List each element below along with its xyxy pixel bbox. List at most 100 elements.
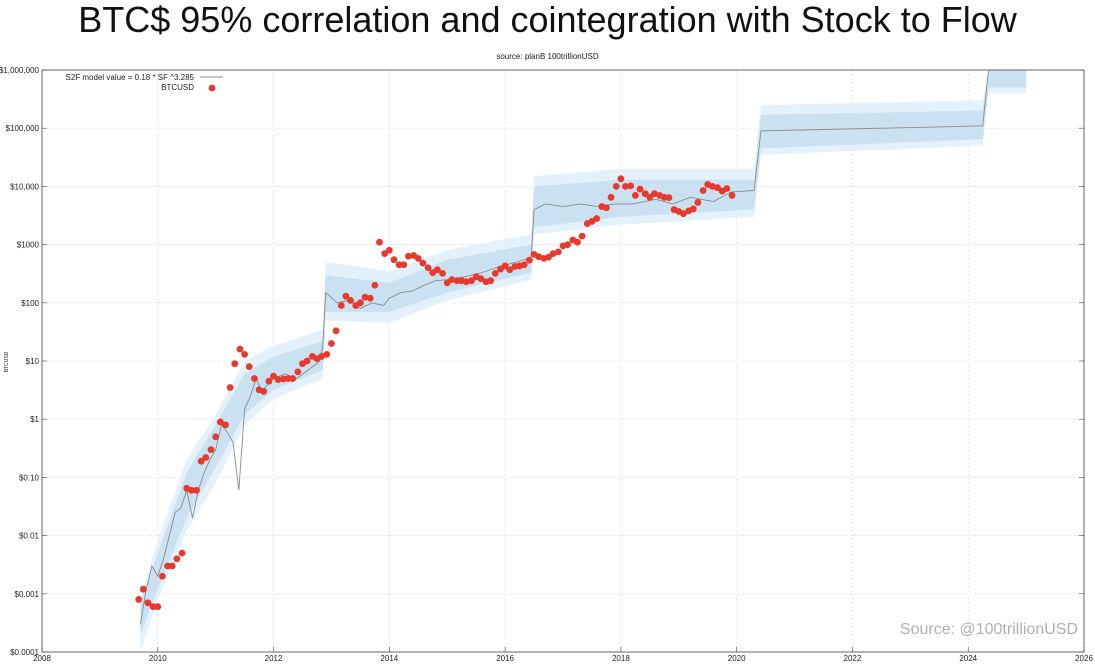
- btc-price-point: [207, 446, 215, 454]
- btc-price-point: [506, 266, 514, 274]
- s2f-band-inner: [140, 70, 1027, 635]
- btc-price-point: [212, 433, 220, 441]
- y-tick-label: $100,000: [6, 124, 40, 133]
- btc-price-point: [193, 486, 200, 494]
- btc-price-point: [612, 183, 620, 190]
- btc-price-point: [366, 294, 374, 302]
- btc-price-point: [342, 292, 350, 300]
- btc-price-point: [651, 190, 658, 198]
- btc-price-point: [294, 368, 302, 376]
- btc-price-point: [347, 296, 354, 304]
- x-tick-label: 2016: [496, 654, 514, 663]
- btc-price-point: [574, 238, 581, 246]
- btc-price-point: [564, 241, 572, 249]
- btc-price-point: [419, 259, 427, 267]
- btc-price-point: [462, 278, 470, 286]
- btc-price-point: [607, 193, 615, 201]
- btc-price-point: [222, 421, 229, 429]
- x-tick-label: 2010: [149, 654, 167, 663]
- x-tick-label: 2014: [380, 654, 398, 663]
- btc-price-point: [135, 596, 143, 603]
- btc-price-point: [545, 253, 552, 261]
- btc-price-point: [216, 418, 224, 426]
- btc-price-point: [385, 246, 393, 254]
- btc-price-point: [414, 254, 422, 262]
- btc-price-point: [549, 250, 557, 258]
- btc-price-point: [627, 182, 635, 190]
- btc-price-point: [593, 215, 600, 222]
- btc-price-point: [144, 599, 152, 607]
- btc-price-point: [405, 252, 412, 260]
- btc-price-point: [477, 275, 485, 283]
- btc-price-point: [226, 384, 234, 391]
- btc-price-point: [689, 205, 697, 213]
- btc-price-point: [265, 377, 273, 385]
- btc-price-point: [356, 299, 364, 307]
- btc-price-point: [535, 253, 543, 261]
- btc-price-point: [491, 270, 499, 277]
- btc-price-point: [526, 256, 533, 264]
- model-line: [139, 69, 989, 625]
- btc-price-point: [424, 264, 432, 272]
- btc-price-point: [376, 238, 383, 246]
- btc-price-point: [554, 248, 562, 256]
- btc-price-point: [699, 187, 707, 194]
- btc-price-point: [603, 204, 610, 212]
- btc-price-point: [332, 327, 340, 335]
- btc-price-point: [723, 185, 731, 192]
- btc-price-point: [501, 262, 509, 270]
- btc-price-point: [646, 193, 654, 201]
- btc-price-point: [202, 454, 210, 461]
- btc-price-point: [708, 183, 716, 190]
- x-tick-label: 2024: [959, 654, 977, 663]
- source-watermark: Source: @100trillionUSD: [899, 621, 1078, 638]
- btc-price-point: [433, 266, 441, 274]
- btc-price-point: [631, 192, 639, 199]
- btc-price-point: [178, 549, 186, 557]
- btc-price-point: [641, 190, 649, 198]
- btc-price-point: [665, 194, 673, 202]
- btc-price-point: [187, 486, 195, 494]
- btc-price-point: [636, 185, 644, 193]
- legend-label-btc: BTCUSD: [161, 83, 194, 92]
- y-tick-label: $1: [30, 415, 39, 424]
- btc-price-point: [159, 572, 166, 580]
- btc-price-point: [318, 352, 326, 360]
- btc-price-point: [197, 457, 205, 465]
- btc-price-point: [337, 302, 345, 309]
- y-tick-label: $0.01: [19, 532, 40, 541]
- y-tick-label: $10,000: [10, 182, 39, 191]
- btc-price-point: [139, 585, 147, 593]
- btc-price-point: [260, 388, 268, 395]
- y-tick-label: $0.10: [19, 473, 40, 482]
- btc-price-point: [303, 357, 311, 365]
- btc-price-point: [289, 375, 297, 382]
- grid-lines: [41, 69, 1085, 653]
- y-tick-label: $0.0001: [10, 648, 39, 657]
- btc-price-point: [173, 555, 181, 563]
- btc-price-point: [323, 350, 331, 358]
- s2f-model-line: [139, 69, 989, 625]
- y-tick-label: $1000: [17, 241, 40, 250]
- btc-price-point: [617, 175, 625, 183]
- btc-price-point: [168, 562, 176, 570]
- x-tick-label: 2022: [844, 654, 862, 663]
- axes: $0.0001 $0.001 $0.01 $0.10 $1 $10 $100 $1000 $10…: [0, 66, 1093, 663]
- btc-price-point: [468, 277, 475, 285]
- btc-price-point: [231, 360, 239, 368]
- btc-price-point: [622, 183, 629, 190]
- btc-price-point: [448, 276, 456, 284]
- btc-price-point: [439, 270, 446, 277]
- btc-price-point: [487, 277, 495, 285]
- x-tick-label: 2008: [33, 654, 51, 663]
- btc-price-point: [241, 350, 249, 358]
- y-tick-label: $100: [21, 299, 39, 308]
- y-axis-label: BTCUSD: [4, 351, 10, 372]
- btc-points: [135, 175, 736, 611]
- y-tick-label: $1,000,000: [0, 66, 40, 75]
- btc-price-point: [578, 232, 586, 240]
- btc-price-point: [251, 375, 258, 382]
- btc-price-point: [274, 376, 282, 383]
